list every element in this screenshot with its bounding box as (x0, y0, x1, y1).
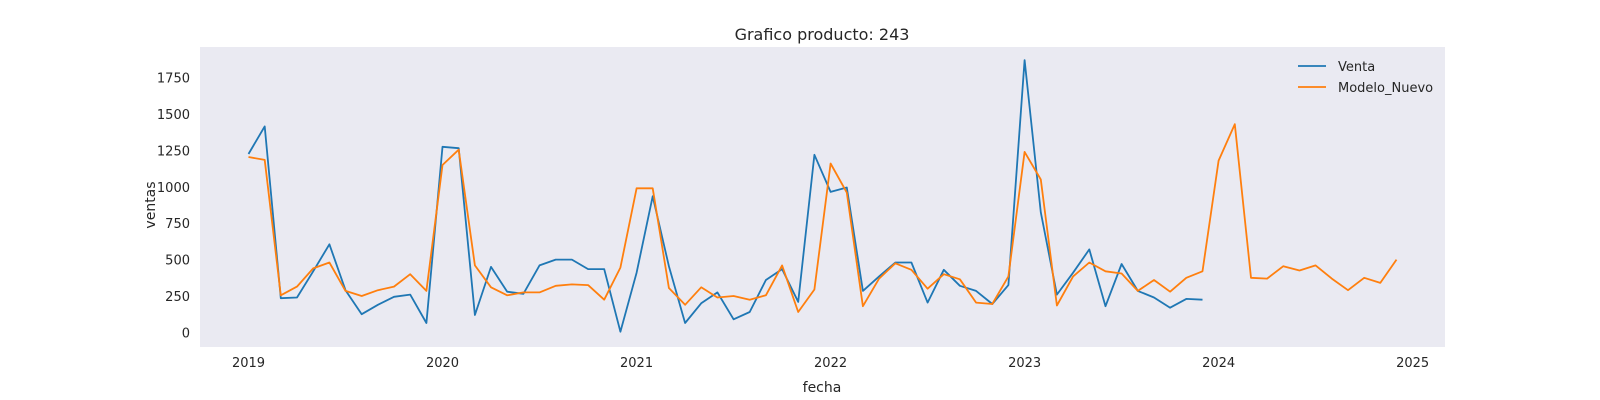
x-tick-label: 2022 (814, 356, 847, 371)
y-tick-label: 250 (165, 290, 190, 305)
y-tick-label: 1250 (157, 144, 190, 159)
x-tick-label: 2021 (620, 356, 653, 371)
x-tick-labels: 2019 2020 2021 2022 2023 2024 2025 (232, 356, 1429, 371)
series-lines (247, 59, 1398, 333)
y-tick-label: 1000 (157, 181, 190, 196)
y-tick-label: 1750 (157, 72, 190, 87)
y-tick-label: 750 (165, 217, 190, 232)
y-tick-label: 1500 (157, 108, 190, 123)
x-tick-label: 2020 (426, 356, 459, 371)
series-line-modelo-nuevo (248, 123, 1398, 313)
legend: Venta Modelo_Nuevo (1282, 55, 1440, 105)
chart-title: Grafico producto: 243 (735, 25, 910, 44)
series-line-venta (247, 59, 1203, 333)
plot-background (200, 47, 1445, 347)
x-tick-label: 2024 (1202, 356, 1235, 371)
x-axis-label: fecha (803, 380, 842, 396)
legend-label: Venta (1338, 60, 1375, 75)
y-tick-label: 500 (165, 254, 190, 269)
x-tick-label: 2019 (232, 356, 265, 371)
y-tick-labels: 0 250 500 750 1000 1250 1500 1750 (157, 72, 190, 342)
legend-label: Modelo_Nuevo (1338, 81, 1433, 96)
y-axis-label: ventas (143, 181, 159, 228)
x-tick-label: 2025 (1396, 356, 1429, 371)
x-tick-label: 2023 (1008, 356, 1041, 371)
y-tick-label: 0 (182, 326, 190, 341)
legend-frame (1282, 55, 1440, 105)
